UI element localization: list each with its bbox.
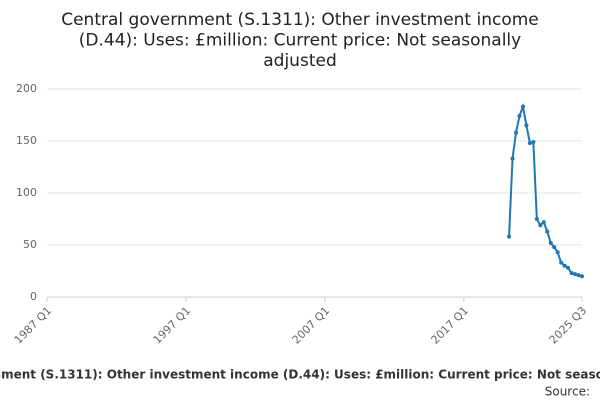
point [538, 223, 543, 228]
y-tick-label: 50 [23, 238, 37, 251]
point [534, 217, 539, 221]
y-tick-label: 200 [16, 82, 37, 95]
series-line [508, 102, 583, 278]
point [576, 273, 581, 278]
point [510, 156, 515, 161]
point [545, 229, 550, 234]
x-tick-label: 1987 Q1 [12, 304, 55, 347]
point [566, 265, 571, 270]
point [517, 114, 522, 119]
source: Source: [545, 385, 590, 399]
y-tick-label: 0 [30, 290, 37, 303]
x-tick-label: 2007 Q1 [290, 304, 333, 347]
point [569, 271, 574, 276]
point [562, 263, 567, 268]
chart-title: Central government (S.1311): Other inves… [61, 10, 539, 71]
point [524, 123, 529, 128]
point [507, 234, 512, 239]
point [531, 140, 536, 145]
x-tick-label: 2017 Q1 [429, 304, 472, 347]
point [520, 104, 525, 109]
point [573, 272, 578, 277]
point [559, 260, 564, 265]
point [548, 240, 553, 245]
point [541, 220, 546, 225]
footer-title: Central government (S.1311): Other inves… [0, 368, 600, 382]
point [513, 130, 518, 135]
point [555, 250, 560, 255]
x-tick-label: 2025 Q3 [547, 304, 590, 347]
point [580, 274, 584, 279]
point [527, 141, 532, 146]
x-tick-label: 1997 Q1 [151, 304, 194, 347]
y-tick-label: 100 [16, 186, 37, 199]
y-tick-label: 150 [16, 134, 37, 147]
point [552, 245, 557, 250]
